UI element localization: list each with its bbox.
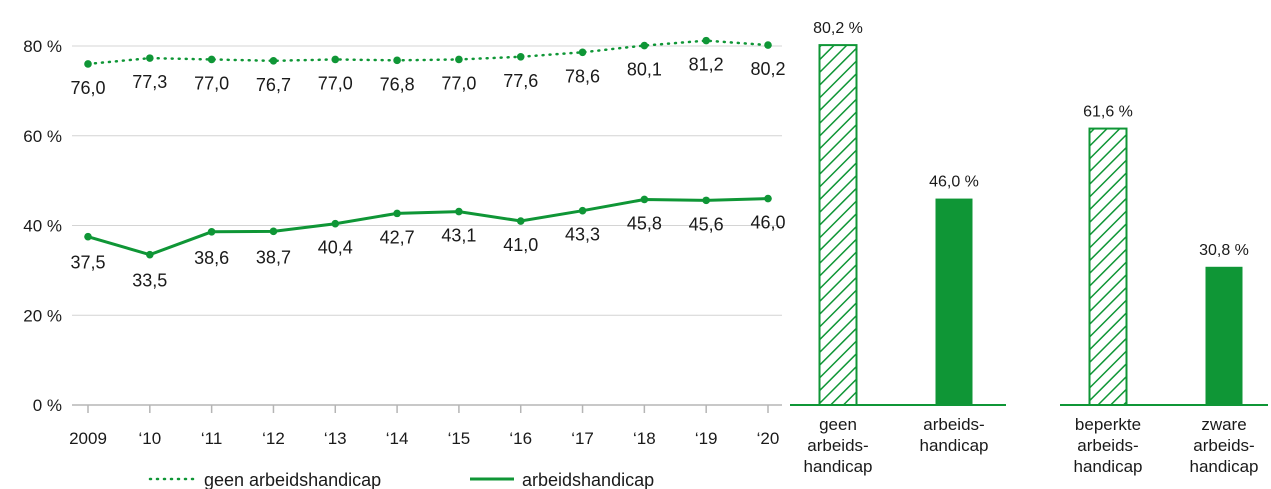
data-point	[640, 41, 649, 50]
x-tick-label: ‘14	[386, 429, 409, 448]
data-label: 37,5	[70, 253, 105, 273]
bar-solid	[935, 198, 973, 405]
bar-value-label: 61,6 %	[1083, 104, 1133, 121]
bar-value-label: 30,8 %	[1199, 242, 1249, 259]
bar-category-label: beperkte	[1075, 415, 1141, 434]
data-point	[269, 57, 278, 65]
bar-chart-overall: 80,2 % geen arbeids-handicap 46,0 % arbeids-…	[790, 20, 1006, 476]
bar-category-label: handicap	[919, 436, 988, 455]
y-tick-label: 80 %	[23, 37, 62, 56]
data-label: 78,6	[565, 66, 600, 86]
bar-category-label: arbeids-	[1193, 436, 1254, 455]
data-point	[702, 36, 710, 45]
bar-value-label: 80,2 %	[813, 20, 863, 37]
data-label: 77,6	[503, 71, 538, 91]
data-label: 76,0	[70, 78, 105, 98]
bar-hatched	[1088, 127, 1128, 406]
data-label: 43,3	[565, 225, 600, 245]
data-point	[393, 209, 401, 218]
bar-category-label: handicap	[1189, 457, 1258, 476]
y-tick-label: 0 %	[33, 396, 62, 415]
line-chart: 0 % 20 % 40 % 60 % 80 % 2009 ‘10 ‘11 ‘12 ‘13 ‘14 ‘1…	[23, 36, 786, 448]
legend: geen arbeidshandicap arbeidshandicap	[148, 470, 654, 489]
data-label: 45,8	[627, 213, 662, 233]
data-label: 42,7	[380, 227, 415, 247]
x-tick-label: ‘15	[448, 429, 471, 448]
bar-hatched	[818, 44, 858, 406]
data-point	[455, 207, 463, 216]
data-label: 81,2	[689, 55, 724, 75]
data-label: 38,7	[256, 247, 291, 267]
legend-label: arbeidshandicap	[522, 470, 654, 489]
x-tick-label: ‘16	[509, 429, 532, 448]
bar-category-label: handicap	[1073, 457, 1142, 476]
data-point	[393, 56, 401, 65]
data-label: 33,5	[132, 271, 167, 291]
data-label: 76,7	[256, 75, 291, 95]
data-label: 80,2	[750, 59, 785, 79]
data-label: 77,0	[441, 73, 476, 93]
data-label: 46,0	[750, 213, 785, 233]
data-label: 77,3	[132, 72, 167, 92]
data-point	[84, 60, 92, 68]
data-point	[764, 194, 772, 203]
data-point	[578, 206, 587, 215]
data-point	[702, 196, 710, 205]
data-point	[516, 217, 525, 225]
x-tick-label: ‘13	[324, 429, 347, 448]
x-tick-label: ‘10	[138, 429, 161, 448]
data-point	[207, 227, 216, 236]
bar-category-label: handicap	[803, 457, 872, 476]
bar-category-label: arbeids-	[923, 415, 984, 434]
data-point	[207, 55, 216, 64]
series-line-arbeidshandicap	[87, 197, 769, 257]
data-label: 80,1	[627, 60, 662, 80]
data-point	[640, 195, 649, 204]
data-label: 38,6	[194, 248, 229, 268]
data-point	[455, 55, 463, 64]
data-point	[331, 55, 340, 64]
data-label: 43,1	[441, 226, 476, 246]
legend-label: geen arbeidshandicap	[204, 470, 381, 489]
x-tick-label: ‘12	[262, 429, 285, 448]
x-tick-label: 2009	[69, 429, 107, 448]
bar-category-label: zware	[1201, 415, 1246, 434]
y-tick-label: 20 %	[23, 306, 62, 325]
bar-category-label: geen	[819, 415, 857, 434]
data-point	[578, 48, 587, 57]
bar-value-label: 46,0 %	[929, 174, 979, 191]
y-tick-label: 40 %	[23, 217, 62, 236]
x-tick-label: ‘20	[757, 429, 780, 448]
data-point	[764, 41, 772, 49]
series-line-geen-arbeidshandicap	[86, 39, 770, 66]
bar-chart-severity: 61,6 % beperkte arbeids-handicap 30,8 % zwar…	[1060, 104, 1268, 476]
x-tick-label: ‘19	[695, 429, 718, 448]
data-point	[84, 232, 92, 241]
data-point	[516, 52, 525, 61]
bar-solid	[1205, 266, 1243, 405]
bar-category-label: arbeids-	[1077, 436, 1138, 455]
data-label: 40,4	[318, 238, 353, 258]
data-label: 41,0	[503, 235, 538, 255]
y-tick-label: 60 %	[23, 127, 62, 146]
data-label: 76,8	[380, 74, 415, 94]
x-tick-label: ‘11	[201, 429, 222, 448]
data-point	[331, 219, 340, 228]
bar-category-label: arbeids-	[807, 436, 868, 455]
data-point	[269, 227, 278, 236]
x-tick-label: ‘18	[633, 429, 656, 448]
data-label: 77,0	[194, 73, 229, 93]
data-label: 77,0	[318, 73, 353, 93]
data-point	[146, 54, 154, 62]
data-point	[146, 250, 154, 259]
data-label: 45,6	[689, 214, 724, 234]
x-tick-label: ‘17	[571, 429, 594, 448]
